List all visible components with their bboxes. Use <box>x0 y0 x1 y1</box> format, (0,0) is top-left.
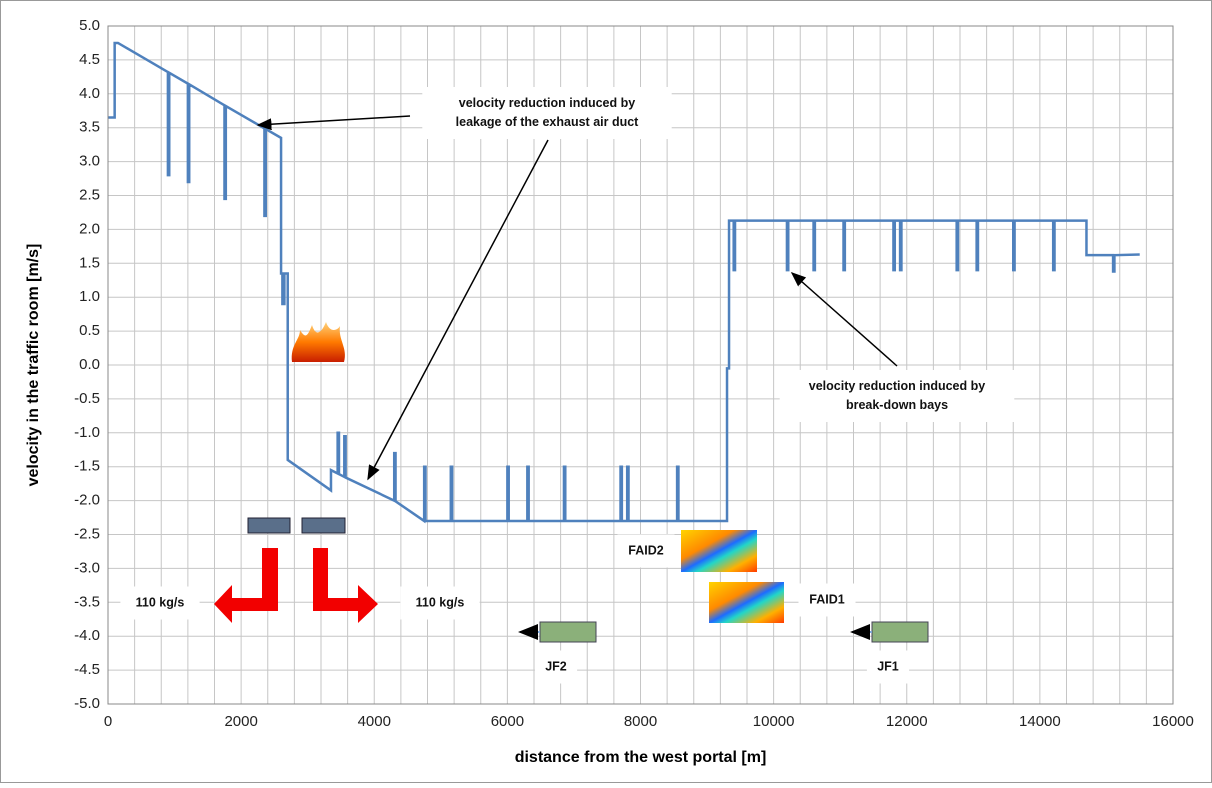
y-tick-label: -4.5 <box>74 661 100 678</box>
chart: velocity reduction induced by leakage of … <box>0 0 1212 783</box>
y-tick-label: -2.5 <box>74 525 100 542</box>
y-tick-label: -2.0 <box>74 492 100 509</box>
x-tick-label: 12000 <box>886 713 928 730</box>
faid-image <box>709 582 784 623</box>
x-tick-label: 8000 <box>624 713 657 730</box>
x-axis-label: distance from the west portal [m] <box>515 749 767 766</box>
annotation: break-down bays <box>846 398 948 412</box>
y-tick-label: -3.5 <box>74 593 100 610</box>
y-tick-label: 5.0 <box>79 17 100 34</box>
faid-image <box>681 530 757 572</box>
annotation: velocity reduction induced by <box>809 379 985 393</box>
y-tick-label: 4.5 <box>79 51 100 68</box>
y-tick-label: 3.0 <box>79 153 100 170</box>
annotation: JF2 <box>545 659 567 673</box>
y-tick-label: 1.5 <box>79 254 100 271</box>
y-axis-label: velocity in the traffic room [m/s] <box>25 244 42 487</box>
jet-fan <box>872 622 928 642</box>
y-tick-label: -5.0 <box>74 695 100 712</box>
jet-fan <box>540 622 596 642</box>
y-tick-label: -3.0 <box>74 559 100 576</box>
annotation-background <box>780 370 1015 422</box>
x-tick-label: 16000 <box>1152 713 1194 730</box>
x-tick-label: 10000 <box>753 713 795 730</box>
annotation: FAID2 <box>628 543 663 557</box>
x-tick-label: 14000 <box>1019 713 1061 730</box>
vent <box>302 518 345 533</box>
x-tick-label: 4000 <box>358 713 391 730</box>
y-tick-label: 2.5 <box>79 186 100 203</box>
y-tick-label: 3.5 <box>79 119 100 136</box>
vent <box>248 518 290 533</box>
y-tick-label: 0.0 <box>79 356 100 373</box>
y-tick-label: 1.0 <box>79 288 100 305</box>
y-tick-label: -1.0 <box>74 424 100 441</box>
annotation: velocity reduction induced by <box>459 96 635 110</box>
annotation: JF1 <box>877 659 899 673</box>
x-tick-label: 6000 <box>491 713 524 730</box>
annotation: 110 kg/s <box>136 595 185 609</box>
y-tick-label: 0.5 <box>79 322 100 339</box>
x-tick-label: 2000 <box>224 713 257 730</box>
annotation: leakage of the exhaust air duct <box>456 115 640 129</box>
y-tick-label: -0.5 <box>74 390 100 407</box>
y-tick-label: -1.5 <box>74 458 100 475</box>
y-tick-label: 2.0 <box>79 220 100 237</box>
annotation: FAID1 <box>809 592 844 606</box>
annotation-background <box>422 87 671 139</box>
y-tick-label: 4.0 <box>79 85 100 102</box>
y-tick-label: -4.0 <box>74 627 100 644</box>
annotation: 110 kg/s <box>416 595 465 609</box>
x-tick-label: 0 <box>104 713 112 730</box>
